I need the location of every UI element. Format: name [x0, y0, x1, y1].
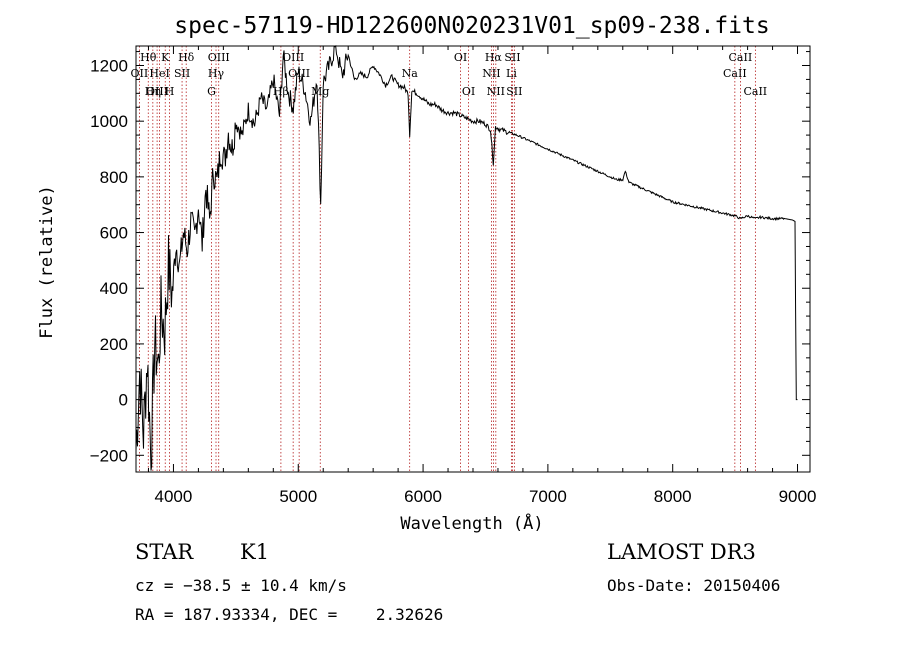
chart-title: spec-57119-HD122600N020231V01_sp09-238.f…: [174, 13, 769, 39]
spectral-line-label: NII: [487, 85, 505, 98]
spectral-line-label: Hα: [485, 51, 503, 64]
spectral-line-label: Hγ: [208, 67, 225, 80]
spectral-line-label: HeI: [149, 67, 169, 80]
x-tick-label: 4000: [155, 487, 193, 506]
spectral-line-label: CaII: [743, 85, 767, 98]
spectral-line-label: Mg: [311, 85, 329, 98]
spectral-line-label: SII: [174, 67, 190, 80]
spectral-line-label: SII: [506, 85, 522, 98]
x-axis-label: Wavelength (Å): [400, 512, 543, 534]
spectral-line-label: K: [161, 51, 170, 64]
x-tick-label: 7000: [529, 487, 567, 506]
x-axis-ticks: 4000 5000 6000 7000 8000 9000: [147, 46, 817, 506]
spectral-line-label: NII: [482, 67, 500, 80]
y-tick-label: 800: [100, 168, 128, 187]
redshift-cz: cz = −38.5 ± 10.4 km/s: [135, 576, 347, 595]
spectral-line-label: Na: [402, 67, 419, 80]
spectral-line-label: CaII: [729, 51, 753, 64]
spectral-line-label: Hδ: [178, 51, 195, 64]
spectrum-series-line: [135, 44, 798, 471]
x-tick-label: 6000: [404, 487, 442, 506]
spectral-line-markers: [139, 46, 756, 472]
object-type: STAR: [135, 540, 194, 564]
spectral-line-label: OIII: [282, 51, 304, 64]
y-tick-label: 400: [100, 279, 128, 298]
object-subclass: K1: [240, 540, 270, 564]
x-tick-label: 5000: [279, 487, 317, 506]
spectral-line-label: G: [207, 85, 216, 98]
survey-name: LAMOST DR3: [607, 540, 756, 564]
spectral-line-label: H: [165, 85, 175, 98]
spectral-line-label: OIII: [208, 51, 230, 64]
spectral-line-label: SII: [504, 51, 520, 64]
spectral-line-label: OIII: [146, 85, 168, 98]
y-tick-label: 200: [100, 335, 128, 354]
observation-date: Obs-Date: 20150406: [607, 576, 781, 595]
x-tick-label: 8000: [654, 487, 692, 506]
y-tick-label: 0: [119, 391, 128, 410]
y-axis-ticks: −200 0 200 400 600 800 1000 1200: [90, 51, 810, 465]
spectral-line-label: Hθ: [140, 51, 157, 64]
y-tick-label: 1200: [90, 56, 128, 75]
y-tick-label: 1000: [90, 112, 128, 131]
coordinates: RA = 187.93334, DEC = 2.32626: [135, 605, 444, 624]
spectral-line-label: CaII: [723, 67, 747, 80]
spectral-line-label: Hη: [145, 85, 161, 98]
y-tick-label: −200: [90, 446, 128, 465]
spectral-line-label: Li: [506, 67, 517, 80]
spectral-line-label: OI: [454, 51, 467, 64]
x-tick-label: 9000: [779, 487, 817, 506]
y-tick-label: 600: [100, 224, 128, 243]
spectral-line-label: OI: [462, 85, 475, 98]
spectral-line-label: OII: [131, 67, 149, 80]
y-axis-label: Flux (relative): [37, 185, 57, 339]
plot-frame: [135, 45, 811, 473]
